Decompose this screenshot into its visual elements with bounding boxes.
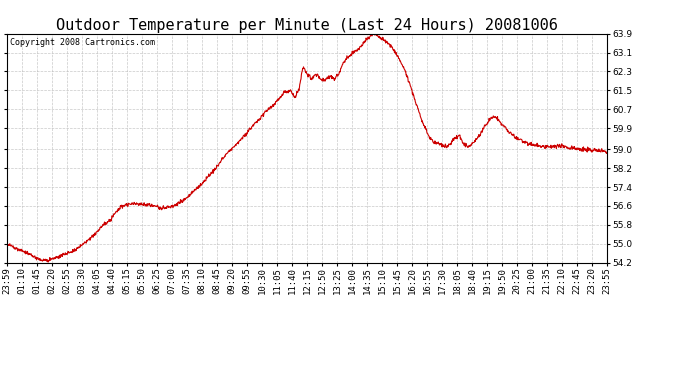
Text: Copyright 2008 Cartronics.com: Copyright 2008 Cartronics.com <box>10 38 155 47</box>
Title: Outdoor Temperature per Minute (Last 24 Hours) 20081006: Outdoor Temperature per Minute (Last 24 … <box>56 18 558 33</box>
